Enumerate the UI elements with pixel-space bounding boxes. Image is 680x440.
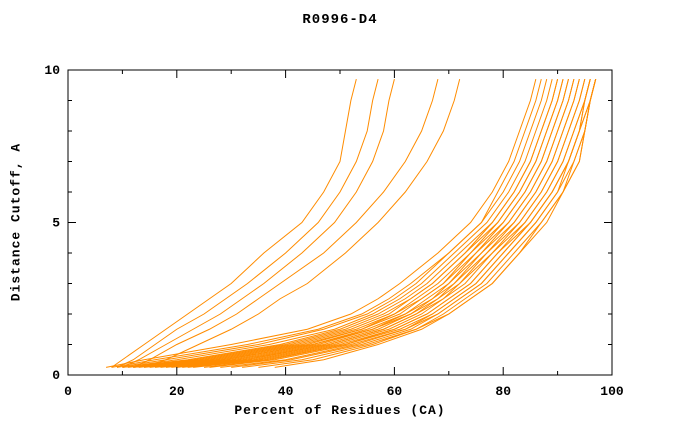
series-line-curve-03 [122, 79, 395, 368]
series-line-curve-29 [242, 79, 597, 368]
series-line-curve-15 [144, 79, 569, 368]
series-line-curve-21 [176, 79, 586, 368]
series-line-curve-08 [116, 79, 548, 368]
series-line-curve-04 [133, 79, 439, 368]
x-tick-label: 40 [278, 384, 294, 399]
series-line-curve-06 [105, 79, 537, 368]
x-tick-label: 60 [387, 384, 403, 399]
x-axis-label: Percent of Residues (CA) [234, 403, 446, 418]
x-tick-label: 0 [64, 384, 72, 399]
x-tick-label: 100 [600, 384, 624, 399]
series-line-curve-16 [149, 79, 575, 368]
series-line-curve-10 [122, 79, 559, 368]
chart-title: R0996-D4 [302, 12, 378, 28]
series-line-curve-01 [111, 79, 357, 368]
series-line-curve-13 [133, 79, 564, 368]
series-line-curve-05 [143, 79, 461, 368]
y-tick-label: 5 [52, 216, 60, 231]
x-tick-label: 80 [495, 384, 511, 399]
series-line-curve-30 [258, 79, 597, 368]
x-tick-label: 20 [169, 384, 185, 399]
series-line-curve-17 [154, 79, 575, 368]
series-line-curve-31 [274, 79, 597, 368]
series-line-curve-11 [127, 79, 559, 368]
series-line-curve-02 [116, 79, 379, 368]
series-line-curve-09 [122, 79, 553, 368]
series-line-curve-19 [165, 79, 580, 368]
y-tick-label: 0 [52, 368, 60, 383]
y-tick-label: 10 [44, 63, 60, 78]
series-line-curve-07 [111, 79, 542, 368]
